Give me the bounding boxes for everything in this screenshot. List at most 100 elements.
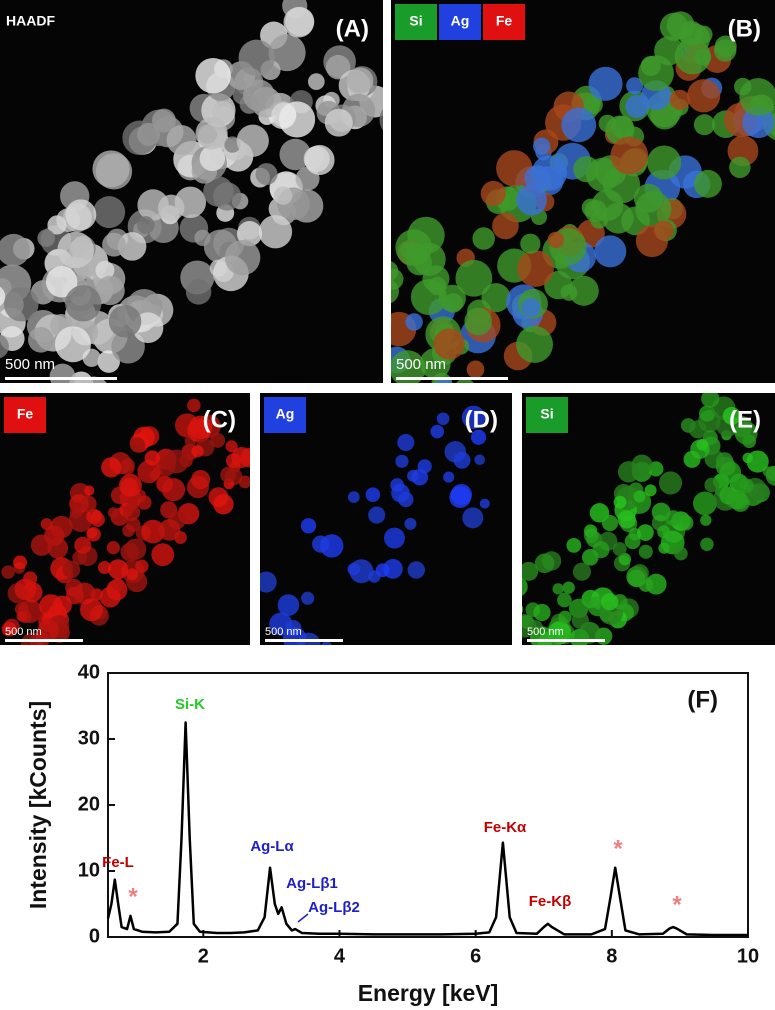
scale-bar [5, 639, 83, 642]
particle [0, 233, 30, 267]
x-tick-label: 6 [470, 945, 481, 967]
tag-label: Fe [17, 406, 34, 422]
particle [585, 157, 620, 192]
particle [101, 457, 122, 478]
tag-label: Ag [451, 13, 470, 29]
particle [693, 114, 715, 136]
particle [617, 461, 640, 483]
particle [601, 514, 619, 532]
tag-box [483, 4, 525, 40]
particle [321, 641, 332, 645]
particle [527, 620, 544, 636]
particle [151, 543, 175, 567]
particle [144, 450, 160, 466]
particle [693, 169, 722, 198]
particle [213, 494, 234, 515]
particle [516, 184, 548, 216]
particle [704, 477, 720, 493]
particle [47, 215, 67, 235]
particle [700, 514, 712, 526]
image-panel: Ag (D) 500 nm [260, 393, 512, 645]
image-panel: Si Ag Fe (B) 500 nm [391, 0, 775, 383]
particle [135, 559, 149, 573]
particle [16, 611, 27, 622]
particle [552, 583, 564, 595]
particle [729, 156, 751, 179]
particle [480, 180, 506, 207]
particle [638, 544, 653, 559]
particle [157, 194, 185, 222]
scale-bar-label: 500 nm [527, 626, 564, 638]
particle-texture [522, 393, 775, 668]
particle [450, 483, 472, 506]
particle [693, 491, 717, 516]
particle [547, 646, 569, 668]
particle [462, 507, 484, 529]
particle [108, 305, 142, 338]
tag-box [4, 397, 46, 433]
annotation: * [128, 883, 138, 910]
y-tick-label: 40 [78, 661, 100, 683]
particle [203, 176, 234, 207]
particle [742, 106, 775, 139]
particle [28, 327, 54, 353]
particle [674, 546, 688, 561]
x-axis-label: Energy [keV] [358, 980, 499, 1006]
particle [277, 594, 300, 616]
particle [273, 186, 293, 205]
particle [236, 124, 269, 157]
particle [407, 469, 419, 482]
particle [72, 550, 87, 566]
particle [258, 215, 293, 249]
particle [398, 491, 414, 508]
particle [461, 405, 486, 430]
particle [638, 55, 674, 92]
particle [430, 424, 445, 439]
particle [347, 491, 360, 503]
particle [626, 77, 644, 95]
particle [397, 433, 415, 452]
particle [618, 552, 631, 566]
x-tick-label: 10 [737, 945, 759, 967]
panel-label: (E) [729, 406, 761, 433]
particle [191, 470, 211, 490]
particle [238, 475, 250, 489]
particle [559, 628, 571, 640]
particle [69, 506, 83, 519]
particle [50, 515, 73, 539]
particle [301, 591, 315, 605]
particle [562, 581, 575, 594]
particle [734, 421, 758, 445]
particle [464, 307, 492, 336]
particle [474, 454, 485, 466]
particle [122, 524, 135, 537]
particle [365, 487, 381, 502]
particle [243, 79, 275, 112]
particle [453, 451, 471, 469]
particle [84, 485, 95, 496]
particle [612, 542, 627, 557]
particle [279, 138, 311, 171]
particle [522, 577, 528, 596]
particle-texture [0, 0, 383, 383]
particle [13, 555, 27, 570]
particle [80, 495, 97, 513]
particle [557, 592, 572, 608]
annotation: * [613, 835, 623, 862]
particle [279, 101, 316, 138]
particle [438, 284, 466, 312]
y-axis-label: Intensity [kCounts] [25, 701, 51, 909]
particle [194, 229, 211, 246]
particle [533, 603, 551, 622]
tag-label: HAADF [6, 13, 55, 29]
particle [765, 466, 775, 486]
x-tick-label: 4 [334, 945, 346, 967]
particle [152, 108, 176, 133]
scale-bar [396, 377, 508, 380]
particle [688, 420, 707, 439]
particle [395, 229, 432, 266]
scale-bar-label: 500 nm [265, 626, 302, 638]
annotation: Fe-Kβ [529, 893, 572, 910]
panel-label: (C) [203, 406, 236, 433]
particle [522, 561, 539, 581]
